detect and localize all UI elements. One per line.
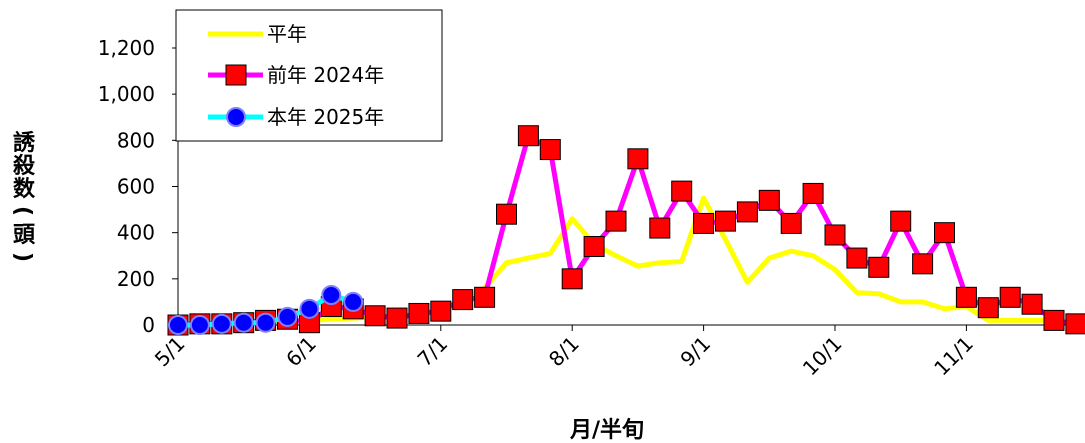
x-axis-ticks: 5/1 6/1 7/1 8/1 9/1 10/1 11/1 xyxy=(150,325,978,380)
series-current-year xyxy=(168,284,364,335)
data-point xyxy=(802,182,824,204)
data-point xyxy=(1043,309,1065,331)
data-point xyxy=(255,312,276,333)
y-axis-title-char: ) xyxy=(10,252,35,262)
series-line xyxy=(175,195,1079,327)
data-point xyxy=(474,286,496,308)
data-point xyxy=(649,217,671,239)
data-point xyxy=(912,253,934,275)
data-point xyxy=(386,307,408,329)
y-tick-label: 0 xyxy=(142,313,155,337)
data-point xyxy=(189,315,210,335)
x-tick-label: 11/1 xyxy=(929,332,978,381)
y-tick-label: 200 xyxy=(117,267,155,291)
data-point xyxy=(999,286,1021,308)
y-tick-label: 1,200 xyxy=(98,36,155,60)
y-axis-title-char: 殺 xyxy=(13,153,36,179)
data-point xyxy=(955,286,977,308)
data-point xyxy=(343,291,364,312)
y-axis-ticks: 0 200 400 600 800 1,000 1,200 xyxy=(98,36,178,337)
data-point xyxy=(168,315,188,335)
y-axis-title-char: ( xyxy=(10,206,35,216)
data-point xyxy=(539,139,561,161)
data-point xyxy=(671,180,693,202)
data-point xyxy=(517,125,539,147)
data-point xyxy=(890,210,912,232)
y-tick-label: 600 xyxy=(117,175,155,199)
data-point xyxy=(627,148,649,170)
data-point xyxy=(868,256,890,278)
x-tick-label: 7/1 xyxy=(413,332,453,372)
x-tick-label: 10/1 xyxy=(798,332,847,381)
y-axis-title-char: 頭 xyxy=(13,223,36,248)
data-point xyxy=(233,312,254,333)
y-tick-label: 400 xyxy=(117,221,155,245)
data-point xyxy=(715,210,736,232)
data-point xyxy=(605,210,627,232)
data-point xyxy=(277,306,298,327)
data-point xyxy=(321,284,342,305)
data-point xyxy=(780,212,802,234)
x-tick-label: 8/1 xyxy=(544,332,584,372)
legend-label: 本年 2025年 xyxy=(267,105,384,129)
data-point xyxy=(364,305,386,327)
y-axis-title-char: 誘 xyxy=(13,130,36,156)
data-point xyxy=(408,302,430,324)
legend-label: 前年 2024年 xyxy=(267,63,384,87)
data-point xyxy=(693,212,715,234)
data-point xyxy=(430,300,452,322)
data-point xyxy=(561,268,583,290)
data-point xyxy=(824,224,846,246)
data-point xyxy=(736,201,758,223)
y-axis-title: 誘殺数 ( 頭) xyxy=(10,130,36,262)
data-point xyxy=(299,298,320,319)
data-point xyxy=(1065,313,1085,335)
x-tick-label: 5/1 xyxy=(150,332,190,372)
data-point xyxy=(934,222,955,244)
data-point xyxy=(1021,293,1043,315)
series-normal-year xyxy=(175,195,1079,327)
data-point xyxy=(452,289,474,311)
data-point xyxy=(211,313,232,334)
legend-swatch-marker xyxy=(225,64,247,86)
y-tick-label: 800 xyxy=(117,128,155,152)
series-group xyxy=(167,125,1085,336)
data-point xyxy=(977,297,999,319)
y-tick-label: 1,000 xyxy=(98,82,155,106)
data-point xyxy=(496,203,517,225)
x-tick-label: 6/1 xyxy=(281,332,321,372)
legend-label: 平年 xyxy=(267,22,307,46)
x-axis-title: 月/半旬 xyxy=(569,417,644,443)
y-axis-title-char: 数 xyxy=(13,176,36,202)
data-point xyxy=(846,247,868,269)
data-point xyxy=(583,236,605,258)
x-tick-label: 9/1 xyxy=(675,332,715,372)
legend-swatch-marker xyxy=(226,107,246,127)
data-point xyxy=(758,189,780,211)
